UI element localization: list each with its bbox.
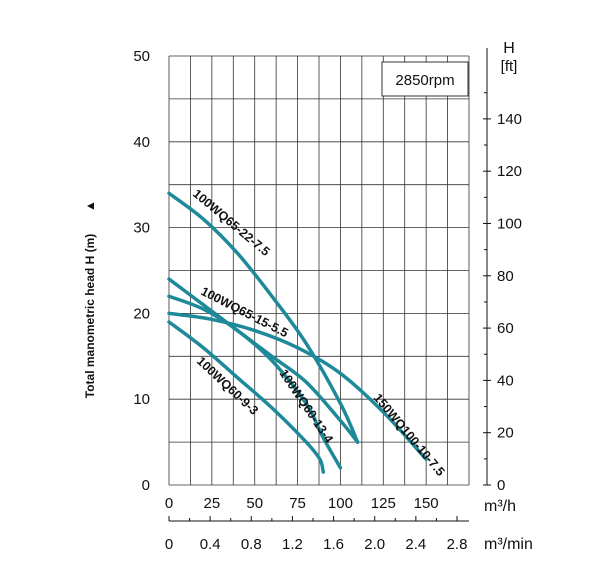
series-label: 150WQ100-10-7.5 (371, 391, 448, 479)
x-tick-label-m3h: 50 (246, 495, 263, 512)
curves: 100WQ65-22-7.5100WQ65-15-5.5100WQ60-13-4… (167, 187, 448, 479)
series-line (167, 294, 343, 470)
y-tick-label: 40 (133, 134, 150, 151)
grid (168, 55, 470, 486)
x-tick-label-m3min: 2.4 (405, 536, 426, 553)
x-tick-label-m3min: 2.8 (447, 536, 468, 553)
x-tick-label-m3h: 150 (414, 495, 439, 512)
series-line (167, 311, 428, 462)
right-axis-title: H (503, 40, 515, 57)
right-tick-label: 100 (497, 215, 522, 232)
right-tick-label: 0 (497, 477, 505, 494)
y-axis-label: Total manometric head H (m) (83, 234, 97, 398)
right-tick-label: 120 (497, 163, 522, 180)
rpm-label: 2850rpm (395, 72, 454, 89)
x-tick-label-m3min: 0 (165, 536, 173, 553)
x-tick-label-m3min: 1.2 (282, 536, 303, 553)
x-tick-label-m3h: 125 (371, 495, 396, 512)
right-tick-label: 80 (497, 268, 514, 285)
x-tick-label-m3h: 0 (165, 495, 173, 512)
rpm-box (381, 61, 469, 97)
series-label: 100WQ60-9-3 (194, 354, 261, 418)
x-tick-label-m3min: 0.4 (200, 536, 221, 553)
right-tick-label: 140 (497, 111, 522, 128)
y-tick-label: 50 (133, 48, 150, 65)
x-tick-label-m3h: 75 (289, 495, 306, 512)
x-tick-label-m3min: 2.0 (364, 536, 385, 553)
y-tick-label: 20 (133, 305, 150, 322)
right-tick-label: 20 (497, 425, 514, 442)
y-tick-label: 0 (142, 477, 150, 494)
right-tick-label: 60 (497, 320, 514, 337)
series-line (167, 277, 360, 444)
y-tick-label: 30 (133, 220, 150, 237)
x-axis-unit-m3min: m³/min (484, 536, 533, 553)
x-tick-label-m3h: 25 (204, 495, 221, 512)
series-line (167, 191, 360, 444)
axes: 0 10 20 30 40 50 0 20 40 60 80 100 120 140 0 25 50 75 100 1… (133, 48, 522, 553)
y-tick-label: 10 (133, 391, 150, 408)
right-tick-label: 40 (497, 372, 514, 389)
x-axis-unit-m3h: m³/h (484, 498, 516, 515)
x-tick-label-m3min: 0.8 (241, 536, 262, 553)
x-tick-label-m3h: 100 (328, 495, 353, 512)
series-line (167, 320, 326, 474)
x-tick-label-m3min: 1.6 (323, 536, 344, 553)
right-axis-unit: [ft] (501, 58, 518, 75)
y-axis-arrow: ▲ (83, 200, 97, 212)
